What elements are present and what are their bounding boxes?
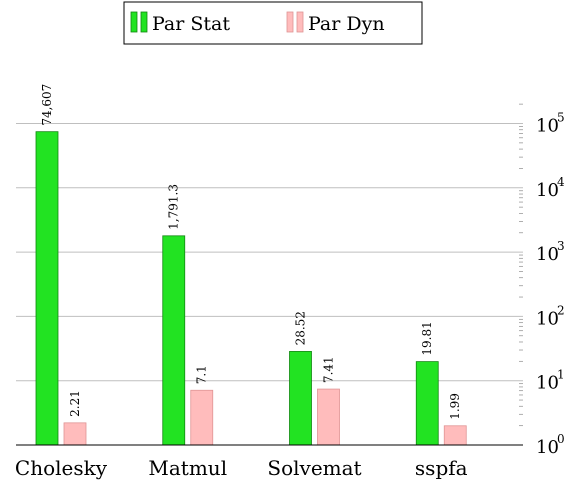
legend-label: Par Dyn bbox=[308, 13, 385, 35]
data-label: 1.99 bbox=[448, 393, 462, 420]
bar-par-stat bbox=[289, 351, 312, 446]
legend-swatch bbox=[140, 11, 148, 33]
legend-box bbox=[123, 1, 423, 45]
y-tick-exponent: 1 bbox=[557, 368, 565, 382]
legend-swatch bbox=[130, 11, 138, 33]
data-label: 19.81 bbox=[420, 321, 434, 355]
bar-par-dyn bbox=[63, 422, 87, 446]
y-tick-label: 10 bbox=[536, 437, 559, 458]
bar-par-dyn bbox=[443, 425, 467, 446]
bar-par-stat bbox=[415, 361, 439, 446]
data-label: 7.41 bbox=[322, 356, 336, 383]
bar-par-dyn bbox=[317, 388, 340, 446]
y-tick-label: 10 bbox=[536, 308, 559, 329]
y-tick-exponent: 5 bbox=[557, 111, 565, 125]
data-label: 28.52 bbox=[294, 311, 308, 345]
data-label: 1,791.3 bbox=[167, 184, 181, 230]
legend-swatch bbox=[286, 11, 294, 33]
y-tick-label: 10 bbox=[536, 373, 559, 394]
category-label: sspfa bbox=[415, 456, 468, 480]
data-label: 74,607 bbox=[40, 84, 54, 126]
category-label: Solvemat bbox=[267, 456, 361, 480]
y-tick-label: 10 bbox=[536, 116, 559, 137]
category-label: Cholesky bbox=[15, 456, 108, 480]
y-tick-exponent: 4 bbox=[557, 175, 565, 189]
bar-par-dyn bbox=[190, 389, 214, 446]
legend-label: Par Stat bbox=[152, 13, 230, 35]
bar-par-stat bbox=[35, 131, 59, 446]
y-tick-exponent: 2 bbox=[557, 303, 565, 317]
y-tick-label: 10 bbox=[536, 244, 559, 265]
y-tick-exponent: 0 bbox=[557, 432, 565, 446]
data-label: 7.1 bbox=[195, 365, 209, 384]
bar-par-stat bbox=[162, 235, 186, 446]
data-label: 2.21 bbox=[68, 390, 82, 417]
y-tick-exponent: 3 bbox=[557, 239, 565, 253]
legend-swatch bbox=[296, 11, 304, 33]
y-tick-label: 10 bbox=[536, 180, 559, 201]
category-label: Matmul bbox=[148, 456, 227, 480]
